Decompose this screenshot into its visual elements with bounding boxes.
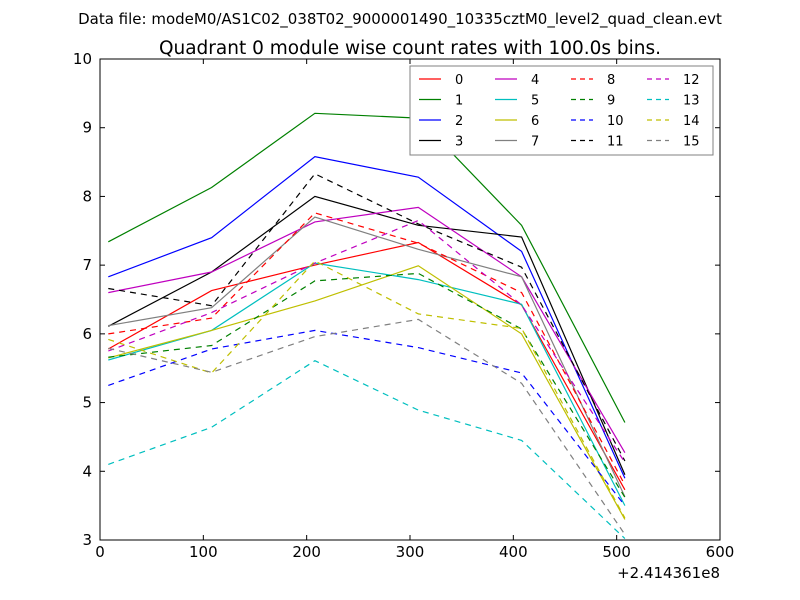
x-offset-label: +2.414361e8: [617, 564, 720, 582]
legend-label: 12: [683, 73, 700, 88]
legend-label: 4: [531, 73, 539, 88]
y-tick-label: 5: [82, 394, 92, 412]
series-lines: [108, 112, 626, 540]
legend-label: 13: [683, 94, 700, 109]
series-line-6: [108, 265, 626, 520]
series-line-10: [108, 329, 626, 506]
suptitle: Data file: modeM0/AS1C02_038T02_90000014…: [78, 10, 722, 29]
y-tick-label: 4: [82, 462, 92, 480]
y-tick-label: 10: [73, 50, 92, 68]
x-axis: 0 100 200 300 400 500 600: [95, 59, 734, 561]
y-tick-label: 3: [82, 531, 92, 549]
legend-label: 8: [607, 73, 615, 88]
legend-label: 11: [607, 135, 624, 150]
legend-label: 15: [683, 135, 700, 150]
series-line-12: [108, 219, 626, 463]
y-tick-label: 7: [82, 256, 92, 274]
y-tick-label: 6: [82, 325, 92, 343]
series-line-13: [108, 360, 626, 540]
legend-label: 14: [683, 114, 700, 129]
legend-label: 2: [455, 114, 463, 129]
series-line-7: [108, 216, 626, 497]
series-line-14: [108, 260, 626, 519]
series-line-4: [108, 206, 626, 454]
legend-label: 6: [531, 114, 539, 129]
series-line-9: [108, 272, 626, 498]
series-line-8: [108, 212, 626, 486]
legend-label: 3: [455, 135, 463, 150]
x-tick-label: 100: [189, 543, 218, 561]
legend-label: 7: [531, 135, 539, 150]
legend-label: 9: [607, 94, 615, 109]
x-tick-label: 500: [602, 543, 631, 561]
legend-label: 10: [607, 114, 624, 129]
x-tick-label: 300: [396, 543, 425, 561]
x-tick-label: 400: [499, 543, 528, 561]
series-line-2: [108, 155, 626, 479]
y-tick-label: 8: [82, 187, 92, 205]
series-line-3: [108, 195, 626, 475]
series-line-1: [108, 112, 626, 423]
x-tick-label: 200: [292, 543, 321, 561]
chart-title: Quadrant 0 module wise count rates with …: [159, 38, 661, 59]
legend-box: [409, 65, 714, 156]
x-tick-label: 0: [95, 543, 105, 561]
legend-label: 0: [455, 73, 463, 88]
x-tick-label: 600: [706, 543, 735, 561]
y-tick-label: 9: [82, 119, 92, 137]
series-line-15: [108, 318, 626, 535]
series-line-0: [108, 241, 626, 491]
legend-label: 1: [455, 94, 463, 109]
legend-label: 5: [531, 94, 539, 109]
